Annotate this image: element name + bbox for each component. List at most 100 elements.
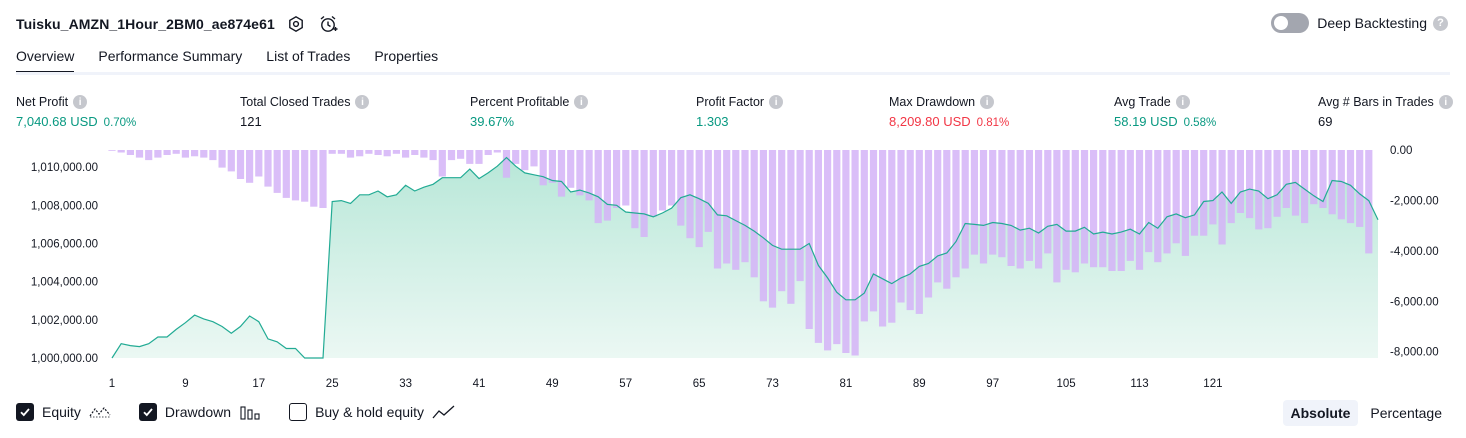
drawdown-bar (668, 150, 676, 206)
x-tick-label: 41 (473, 378, 486, 390)
drawdown-bar (961, 150, 969, 269)
drawdown-bar (906, 150, 914, 311)
drawdown-bar (851, 150, 859, 356)
drawdown-bar (603, 150, 611, 221)
y-left-tick-label: 1,008,000.00 (31, 200, 98, 212)
x-tick-label: 9 (182, 378, 188, 390)
deep-backtesting-label: Deep Backtesting (1317, 15, 1427, 31)
strategy-header: Tuisku_AMZN_1Hour_2BM0_ae874e61 (16, 12, 339, 36)
help-icon[interactable]: i (769, 95, 784, 109)
drawdown-bar (979, 150, 988, 264)
drawdown-bar (218, 150, 226, 168)
drawdown-checkbox[interactable] (138, 403, 157, 421)
drawdown-bar (402, 150, 410, 158)
drawdown-bar (1145, 150, 1153, 253)
tab-list-of-trades[interactable]: List of Trades (266, 48, 351, 64)
y-axis-right: 0.00 -2,000.00 -4,000.00 -6,000.00 -8,000.00 (1390, 145, 1439, 359)
drawdown-bar (594, 150, 602, 224)
drawdown-bar (539, 150, 547, 186)
drawdown-bar (1071, 150, 1079, 273)
equity-line-icon (89, 404, 111, 420)
x-tick-label: 33 (399, 378, 412, 390)
drawdown-bar (613, 150, 621, 208)
drawdown-bar (438, 150, 446, 177)
view-mode-switch: Absolute Percentage (1279, 400, 1451, 426)
drawdown-bar (1172, 150, 1180, 244)
drawdown-bar (447, 150, 456, 161)
metric-label: Avg Trade (1114, 95, 1171, 109)
equity-checkbox[interactable] (16, 403, 34, 421)
metric-label: Total Closed Trades (240, 95, 351, 109)
drawdown-bar (998, 150, 1006, 258)
metric-max-drawdown: Max Drawdown i 8,209.80 USD 0.81% (889, 94, 1009, 130)
drawdown-bar (135, 150, 144, 158)
drawdown-bar (824, 150, 832, 351)
drawdown-bar (1044, 150, 1052, 254)
equity-line (111, 156, 1379, 359)
drawdown-bar (879, 150, 887, 327)
deep-backtesting-toggle[interactable] (1271, 13, 1310, 33)
legend-equity[interactable]: Equity (16, 403, 111, 421)
drawdown-bar (475, 150, 483, 164)
drawdown-bar (346, 150, 355, 158)
legend-label: Drawdown (164, 404, 232, 420)
equity-drawdown-chart[interactable]: 1,000,000.00 1,002,000.00 1,004,000.00 1,00… (0, 140, 1466, 398)
drawdown-bar (319, 150, 327, 208)
drawdown-bar (686, 150, 694, 239)
drawdown-bar (768, 150, 777, 308)
y-left-tick-label: 1,002,000.00 (31, 315, 98, 327)
percentage-button[interactable]: Percentage (1370, 405, 1442, 421)
drawdown-bar (842, 150, 850, 353)
drawdown-bar (704, 150, 712, 232)
help-icon[interactable]: ? (1433, 15, 1448, 31)
settings-icon[interactable] (285, 13, 307, 35)
help-icon[interactable]: i (73, 95, 88, 109)
drawdown-bar (191, 150, 199, 157)
x-tick-label: 17 (252, 378, 265, 390)
metric-label: Max Drawdown (889, 95, 976, 109)
drawdown-bar (429, 150, 437, 161)
x-tick-label: 97 (986, 378, 999, 390)
help-icon[interactable]: i (1175, 95, 1190, 109)
y-axis-left: 1,000,000.00 1,002,000.00 1,004,000.00 1,00… (31, 162, 98, 365)
drawdown-bar (512, 150, 520, 164)
drawdown-bar (631, 150, 639, 229)
drawdown-bar (154, 150, 162, 158)
drawdown-bar (264, 150, 272, 187)
help-icon[interactable]: i (980, 95, 995, 109)
drawdown-bar (1190, 150, 1199, 236)
tab-properties[interactable]: Properties (374, 48, 439, 64)
drawdown-bar (301, 150, 309, 202)
metric-avg-bars-in-trades: Avg # Bars in Trades i 69 (1318, 94, 1453, 130)
drawdown-bar (108, 150, 116, 151)
metric-value: 39.67% (470, 114, 515, 129)
y-right-tick-label: -8,000.00 (1390, 347, 1439, 359)
drawdown-bar (282, 150, 290, 198)
tab-overview[interactable]: Overview (16, 48, 75, 74)
drawdown-bar (989, 150, 997, 255)
drawdown-bar (181, 150, 189, 158)
y-right-tick-label: -4,000.00 (1390, 246, 1439, 258)
drawdown-bar (649, 150, 657, 217)
alert-clock-icon[interactable] (317, 13, 339, 35)
drawdown-bars (108, 150, 1373, 356)
tab-performance-summary[interactable]: Performance Summary (98, 48, 243, 64)
legend-drawdown[interactable]: Drawdown (138, 403, 261, 421)
drawdown-bar (310, 150, 318, 207)
drawdown-bar (677, 150, 685, 226)
help-icon[interactable]: i (1438, 95, 1453, 109)
help-icon[interactable]: i (574, 95, 589, 109)
drawdown-bar (530, 150, 538, 167)
drawdown-bar (567, 150, 575, 188)
absolute-button[interactable]: Absolute (1282, 400, 1359, 426)
help-icon[interactable]: i (355, 95, 370, 109)
drawdown-bar (658, 150, 667, 211)
x-tick-label: 105 (1057, 378, 1076, 390)
legend-buy-hold-equity[interactable]: Buy & hold equity (289, 403, 456, 421)
drawdown-bar (1346, 150, 1355, 224)
drawdown-bar (750, 150, 758, 278)
drawdown-bar (1035, 150, 1043, 269)
drawdown-bar (1273, 150, 1281, 217)
x-tick-label: 1 (109, 378, 115, 390)
buy-hold-checkbox[interactable] (289, 403, 308, 421)
